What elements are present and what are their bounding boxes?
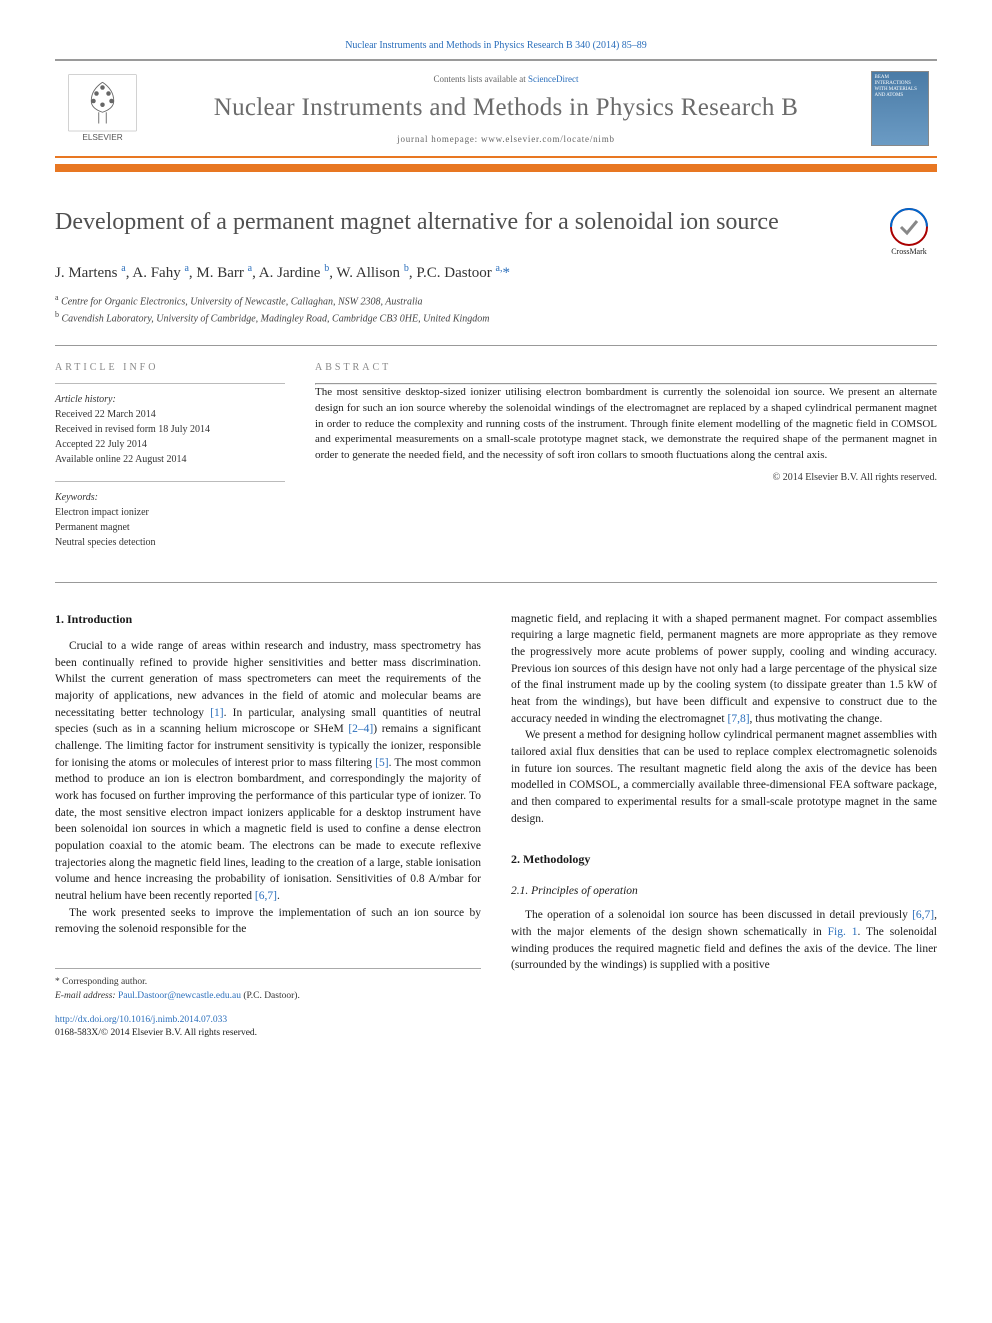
divider	[55, 582, 937, 583]
journal-homepage: journal homepage: www.elsevier.com/locat…	[397, 134, 615, 144]
orange-divider	[55, 164, 937, 172]
journal-name: Nuclear Instruments and Methods in Physi…	[214, 94, 799, 122]
corresponding-email-link[interactable]: Paul.Dastoor@newcastle.edu.au	[118, 991, 241, 1001]
doi-block: http://dx.doi.org/10.1016/j.nimb.2014.07…	[55, 1014, 481, 1041]
journal-reference: Nuclear Instruments and Methods in Physi…	[55, 40, 937, 51]
journal-cover-thumbnail: BEAM INTERACTIONS WITH MATERIALS AND ATO…	[871, 71, 929, 146]
abstract-copyright: © 2014 Elsevier B.V. All rights reserved…	[315, 472, 937, 483]
body-column-right: magnetic field, and replacing it with a …	[511, 611, 937, 1041]
article-title: Development of a permanent magnet altern…	[55, 207, 861, 237]
journal-header: ELSEVIER Contents lists available at Sci…	[55, 59, 937, 158]
elsevier-tree-logo: ELSEVIER	[65, 71, 140, 146]
sciencedirect-link[interactable]: ScienceDirect	[528, 74, 578, 84]
body-columns: 1. Introduction Crucial to a wide range …	[55, 611, 937, 1041]
contents-available: Contents lists available at ScienceDirec…	[434, 74, 579, 84]
col2-paragraph-2: We present a method for designing hollow…	[511, 727, 937, 827]
svg-text:ELSEVIER: ELSEVIER	[82, 133, 122, 142]
homepage-url[interactable]: www.elsevier.com/locate/nimb	[481, 134, 615, 144]
intro-paragraph-2: The work presented seeks to improve the …	[55, 905, 481, 938]
info-abstract-row: ARTICLE INFO Article history: Received 2…	[55, 346, 937, 582]
title-row: Development of a permanent magnet altern…	[55, 207, 937, 263]
col2-paragraph-1: magnetic field, and replacing it with a …	[511, 611, 937, 728]
cover-thumb-cell: BEAM INTERACTIONS WITH MATERIALS AND ATO…	[862, 61, 937, 156]
page-container: Nuclear Instruments and Methods in Physi…	[0, 0, 992, 1070]
section-heading-methodology: 2. Methodology	[511, 851, 937, 868]
abstract-column: ABSTRACT The most sensitive desktop-size…	[315, 362, 937, 564]
header-center: Contents lists available at ScienceDirec…	[150, 61, 862, 156]
affiliation-b: Cavendish Laboratory, University of Camb…	[62, 314, 490, 325]
affiliations: a Centre for Organic Electronics, Univer…	[55, 292, 937, 327]
section-heading-intro: 1. Introduction	[55, 611, 481, 628]
methodology-paragraph-1: The operation of a solenoidal ion source…	[511, 907, 937, 974]
keywords-block: Keywords: Electron impact ionizer Perman…	[55, 490, 285, 550]
article-history: Article history: Received 22 March 2014 …	[55, 392, 285, 467]
article-info-label: ARTICLE INFO	[55, 362, 285, 373]
subsection-heading-principles: 2.1. Principles of operation	[511, 883, 937, 900]
doi-link[interactable]: http://dx.doi.org/10.1016/j.nimb.2014.07…	[55, 1015, 227, 1025]
author-list: J. Martens a, A. Fahy a, M. Barr a, A. J…	[55, 263, 937, 282]
journal-ref-link[interactable]: Nuclear Instruments and Methods in Physi…	[345, 40, 647, 51]
article-info-column: ARTICLE INFO Article history: Received 2…	[55, 362, 285, 564]
abstract-text: The most sensitive desktop-sized ionizer…	[315, 385, 937, 465]
publisher-logo-cell: ELSEVIER	[55, 61, 150, 156]
intro-paragraph-1: Crucial to a wide range of areas within …	[55, 638, 481, 905]
crossmark-badge[interactable]: CrossMark	[881, 207, 937, 263]
body-column-left: 1. Introduction Crucial to a wide range …	[55, 611, 481, 1041]
corresponding-marker: * Corresponding author.	[55, 975, 481, 989]
issn-copyright: 0168-583X/© 2014 Elsevier B.V. All right…	[55, 1028, 257, 1038]
abstract-label: ABSTRACT	[315, 362, 937, 373]
corresponding-author-footer: * Corresponding author. E-mail address: …	[55, 968, 481, 1004]
affiliation-a: Centre for Organic Electronics, Universi…	[61, 296, 422, 307]
